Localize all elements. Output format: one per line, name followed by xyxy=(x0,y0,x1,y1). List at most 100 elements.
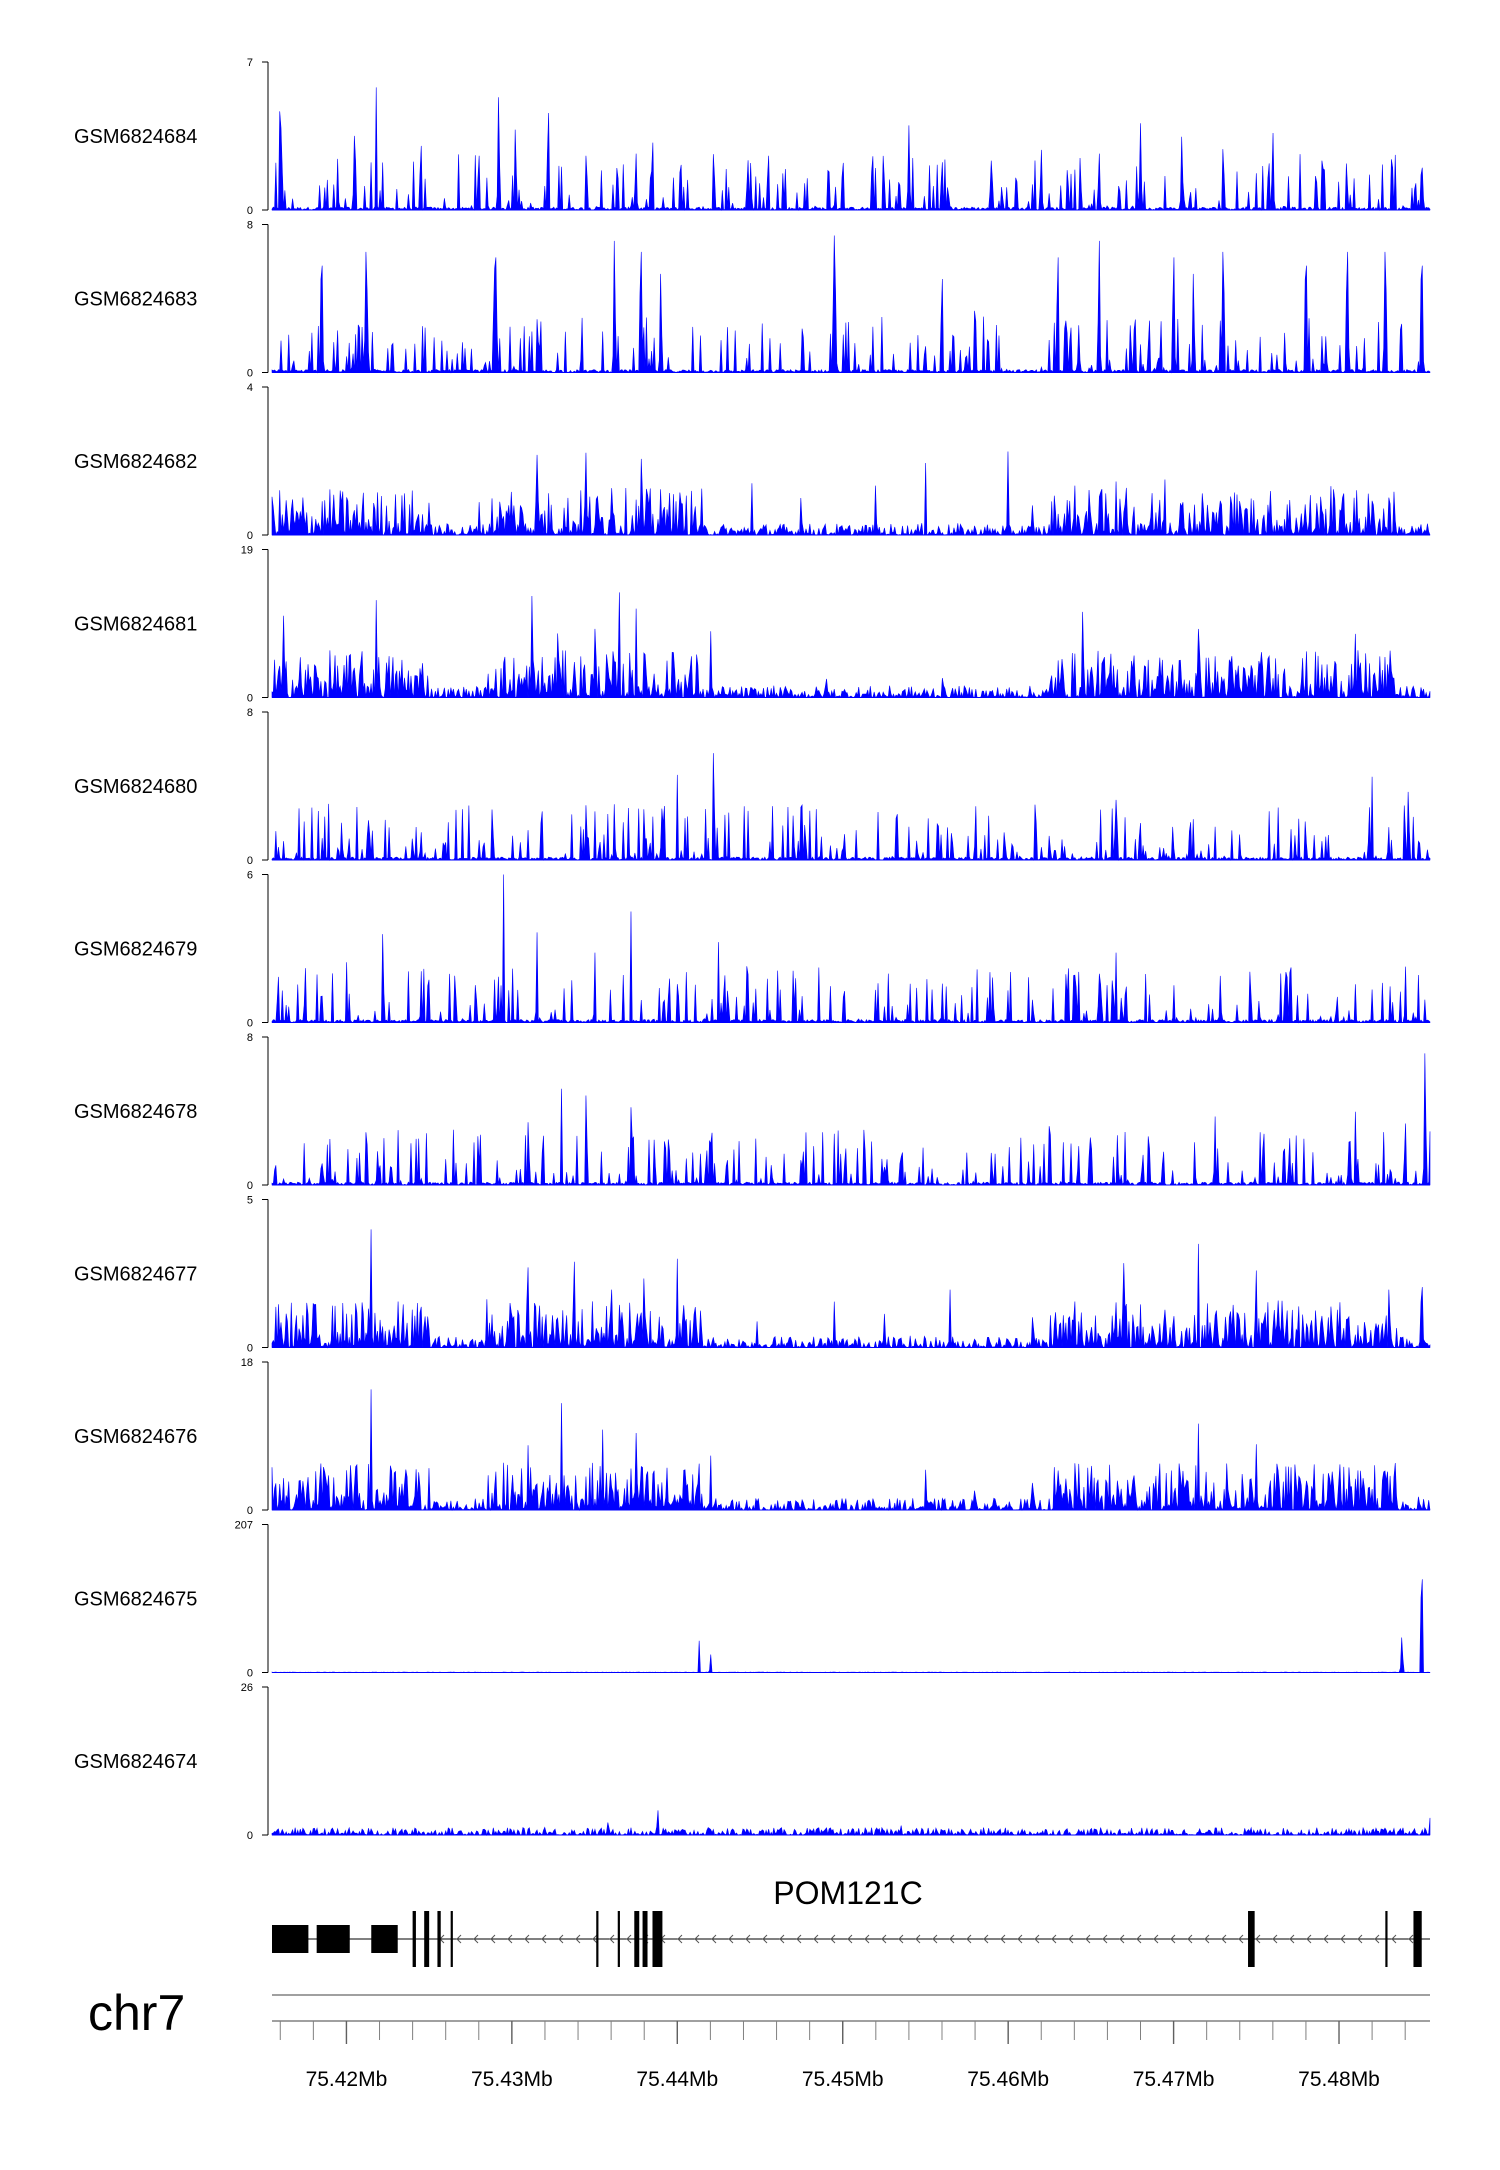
gene-name-label: POM121C xyxy=(773,1875,922,1911)
strand-arrow xyxy=(983,1934,989,1944)
track-gsm6824674: GSM6824674 26 0 xyxy=(74,1682,1431,1842)
track-gsm6824675: GSM6824675 207 0 xyxy=(74,1520,1431,1680)
coverage-area xyxy=(271,874,1431,1024)
strand-arrow xyxy=(966,1934,972,1944)
strand-arrow xyxy=(864,1934,870,1944)
track-label: GSM6824681 xyxy=(74,614,197,636)
axis-tick-label: 75.44Mb xyxy=(636,2068,718,2091)
track-gsm6824681: GSM6824681 19 0 xyxy=(74,545,1431,705)
track-ymin-label: 0 xyxy=(247,1180,253,1192)
strand-arrow xyxy=(1102,1934,1108,1944)
gene-exon xyxy=(634,1911,640,1967)
coverage-area xyxy=(271,1229,1431,1349)
coverage-area xyxy=(271,1579,1431,1673)
chromosome-label: chr7 xyxy=(88,1985,185,2041)
strand-arrow xyxy=(1136,1934,1142,1944)
gene-exon xyxy=(1385,1911,1388,1967)
strand-arrow xyxy=(711,1934,717,1944)
strand-arrow xyxy=(575,1934,581,1944)
strand-arrow xyxy=(456,1934,462,1944)
track-gsm6824683: GSM6824683 8 0 xyxy=(74,220,1431,380)
track-label: GSM6824677 xyxy=(74,1264,197,1286)
strand-arrow xyxy=(1000,1934,1006,1944)
gene-exon xyxy=(316,1925,350,1953)
track-ymax-label: 7 xyxy=(247,57,253,69)
track-ymax-label: 18 xyxy=(241,1357,253,1369)
axis-ticks: 75.42Mb 75.43Mb 75.44Mb 75.45Mb 75.46Mb 75.47… xyxy=(279,2021,1406,2091)
gene-exon xyxy=(424,1911,430,1967)
strand-arrow xyxy=(779,1934,785,1944)
gene-exon xyxy=(642,1911,648,1967)
strand-arrow xyxy=(524,1934,530,1944)
strand-arrow xyxy=(745,1934,751,1944)
strand-arrow xyxy=(490,1934,496,1944)
coverage-area xyxy=(271,1389,1431,1512)
track-ymax-label: 26 xyxy=(241,1682,253,1694)
track-label: GSM6824683 xyxy=(74,289,197,311)
strand-arrow xyxy=(626,1934,632,1944)
track-ymin-label: 0 xyxy=(247,1668,253,1680)
track-label: GSM6824674 xyxy=(74,1751,197,1773)
strand-arrow xyxy=(949,1934,955,1944)
strand-arrow xyxy=(813,1934,819,1944)
strand-arrow xyxy=(592,1934,598,1944)
track-ymax-label: 6 xyxy=(247,870,253,882)
strand-arrow xyxy=(915,1934,921,1944)
track-ymin-label: 0 xyxy=(247,1343,253,1355)
strand-arrow xyxy=(1238,1934,1244,1944)
track-label: GSM6824675 xyxy=(74,1589,197,1611)
track-label: GSM6824679 xyxy=(74,939,197,961)
genome-axis: chr7 75.42Mb 75.43Mb 75.44Mb 75.45Mb 75.46Mb… xyxy=(88,1985,1430,2091)
axis-tick-label: 75.45Mb xyxy=(802,2068,884,2091)
track-ymin-label: 0 xyxy=(247,693,253,705)
strand-arrow xyxy=(1017,1934,1023,1944)
strand-arrow xyxy=(881,1934,887,1944)
strand-arrow xyxy=(1289,1934,1295,1944)
axis-tick-label: 75.46Mb xyxy=(967,2068,1049,2091)
strand-arrow xyxy=(1306,1934,1312,1944)
strand-arrow xyxy=(507,1934,513,1944)
track-gsm6824676: GSM6824676 18 0 xyxy=(74,1357,1431,1517)
track-label: GSM6824680 xyxy=(74,776,197,798)
strand-arrow xyxy=(847,1934,853,1944)
track-ymax-label: 8 xyxy=(247,1032,253,1044)
gene-exon xyxy=(1248,1911,1255,1967)
strand-arrow xyxy=(1391,1934,1397,1944)
strand-arrow xyxy=(694,1934,700,1944)
coverage-area xyxy=(271,1053,1431,1187)
strand-arrow xyxy=(1408,1934,1414,1944)
strand-arrow xyxy=(1051,1934,1057,1944)
track-ymax-label: 8 xyxy=(247,220,253,232)
gene-exon xyxy=(437,1911,441,1967)
axis-tick-label: 75.48Mb xyxy=(1298,2068,1380,2091)
strand-arrow xyxy=(1119,1934,1125,1944)
track-ymax-label: 8 xyxy=(247,707,253,719)
strand-arrow xyxy=(609,1934,615,1944)
track-label: GSM6824684 xyxy=(74,126,197,148)
strand-arrow xyxy=(1357,1934,1363,1944)
strand-arrow xyxy=(898,1934,904,1944)
gene-exon xyxy=(617,1911,620,1967)
gene-track: POM121C xyxy=(272,1875,1430,1967)
strand-arrow xyxy=(558,1934,564,1944)
strand-arrow xyxy=(1221,1934,1227,1944)
gene-exon xyxy=(412,1911,416,1967)
track-ymin-label: 0 xyxy=(247,530,253,542)
strand-arrow xyxy=(932,1934,938,1944)
coverage-tracks: GSM682468470GSM682468380GSM682468240GSM6… xyxy=(74,57,1431,1842)
track-ymax-label: 4 xyxy=(247,382,253,394)
track-ymax-label: 207 xyxy=(235,1520,253,1532)
axis-tick-label: 75.47Mb xyxy=(1133,2068,1215,2091)
track-gsm6824677: GSM6824677 5 0 xyxy=(74,1195,1431,1355)
strand-arrow xyxy=(762,1934,768,1944)
track-gsm6824679: GSM6824679 6 0 xyxy=(74,870,1431,1030)
coverage-area xyxy=(271,753,1431,861)
strand-arrow xyxy=(1204,1934,1210,1944)
gene-exon xyxy=(1413,1911,1422,1967)
strand-arrow xyxy=(473,1934,479,1944)
coverage-area xyxy=(271,1810,1431,1837)
strand-arrow xyxy=(728,1934,734,1944)
strand-arrow xyxy=(1255,1934,1261,1944)
track-ymin-label: 0 xyxy=(247,1018,253,1030)
